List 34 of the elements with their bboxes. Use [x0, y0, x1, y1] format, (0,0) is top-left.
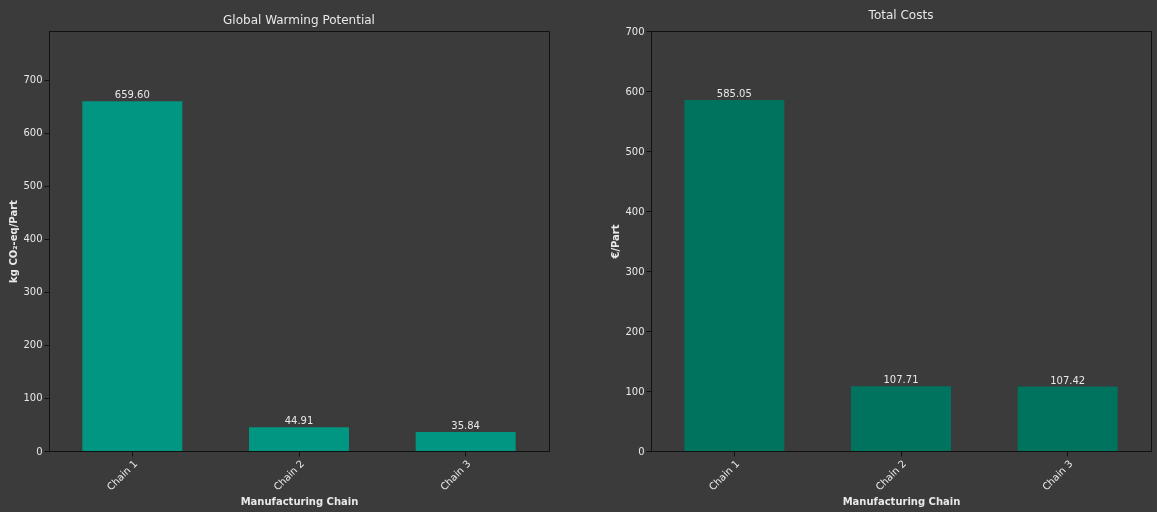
- y-tick-label: 0: [638, 445, 645, 457]
- x-axis-title: Manufacturing Chain: [240, 495, 359, 507]
- bar: [1017, 386, 1118, 451]
- y-tick-label: 200: [23, 339, 43, 351]
- y-tick-label: 600: [23, 127, 43, 139]
- y-tick-label: 100: [625, 385, 645, 397]
- chart-title: Global Warming Potential: [223, 13, 375, 27]
- y-tick-label: 500: [23, 180, 43, 192]
- data-label: 107.42: [1050, 374, 1086, 386]
- bar: [82, 101, 183, 451]
- x-axis-title: Manufacturing Chain: [842, 495, 961, 507]
- chart-title: Total Costs: [867, 8, 934, 22]
- bar: [851, 386, 951, 451]
- bar: [684, 99, 785, 451]
- y-tick-label: 700: [625, 25, 645, 37]
- bar: [415, 431, 516, 451]
- data-label: 659.60: [114, 89, 150, 101]
- y-tick-label: 300: [625, 265, 645, 277]
- y-tick-label: 700: [23, 74, 43, 86]
- y-tick-label: 0: [36, 445, 43, 457]
- y-tick-label: 600: [625, 85, 645, 97]
- y-tick-label: 300: [23, 286, 43, 298]
- y-tick-label: 500: [625, 145, 645, 157]
- y-axis-title: €/Part: [610, 224, 622, 260]
- data-label: 107.71: [883, 374, 919, 386]
- data-label: 44.91: [284, 415, 314, 427]
- y-tick-label: 100: [23, 392, 43, 404]
- y-tick-label: 400: [625, 205, 645, 217]
- bar: [249, 427, 349, 451]
- data-label: 585.05: [716, 87, 752, 99]
- y-axis-title: kg CO₂-eq/Part: [8, 199, 20, 283]
- y-tick-label: 200: [625, 325, 645, 337]
- y-tick-label: 400: [23, 233, 43, 245]
- data-label: 35.84: [451, 419, 480, 431]
